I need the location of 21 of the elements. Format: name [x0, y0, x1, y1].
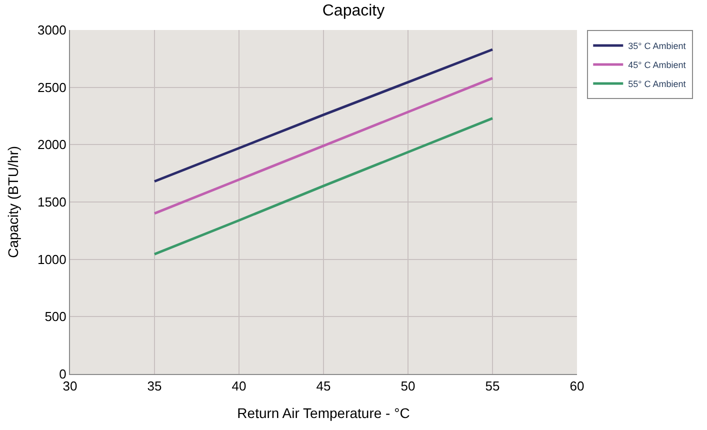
y-tick-label: 1500: [37, 194, 66, 210]
y-tick-label: 500: [44, 309, 66, 324]
line-series: [153, 48, 494, 183]
x-tick-label: 50: [400, 378, 416, 394]
y-tick-label: 2500: [37, 80, 66, 95]
line-series: [153, 76, 494, 215]
legend-label: 45° C Ambient: [628, 60, 686, 70]
y-tick-label: 2000: [37, 137, 66, 152]
y-axis-title: Capacity (BTU/hr): [5, 146, 22, 258]
x-tick-label: 45: [316, 378, 331, 394]
x-tick-label: 60: [570, 378, 584, 394]
y-tick-label: 3000: [37, 22, 66, 38]
legend-label: 55° C Ambient: [628, 79, 686, 90]
legend-label: 35° C Ambient: [628, 41, 686, 52]
x-tick-label: 55: [485, 378, 500, 394]
x-tick-label: 35: [147, 378, 162, 394]
line-series: [153, 117, 494, 256]
y-tick-label: 1000: [37, 252, 66, 267]
chart-title: Capacity: [322, 2, 385, 20]
x-axis-title: Return Air Temperature - °C: [237, 404, 410, 421]
x-tick-label: 40: [232, 378, 246, 394]
